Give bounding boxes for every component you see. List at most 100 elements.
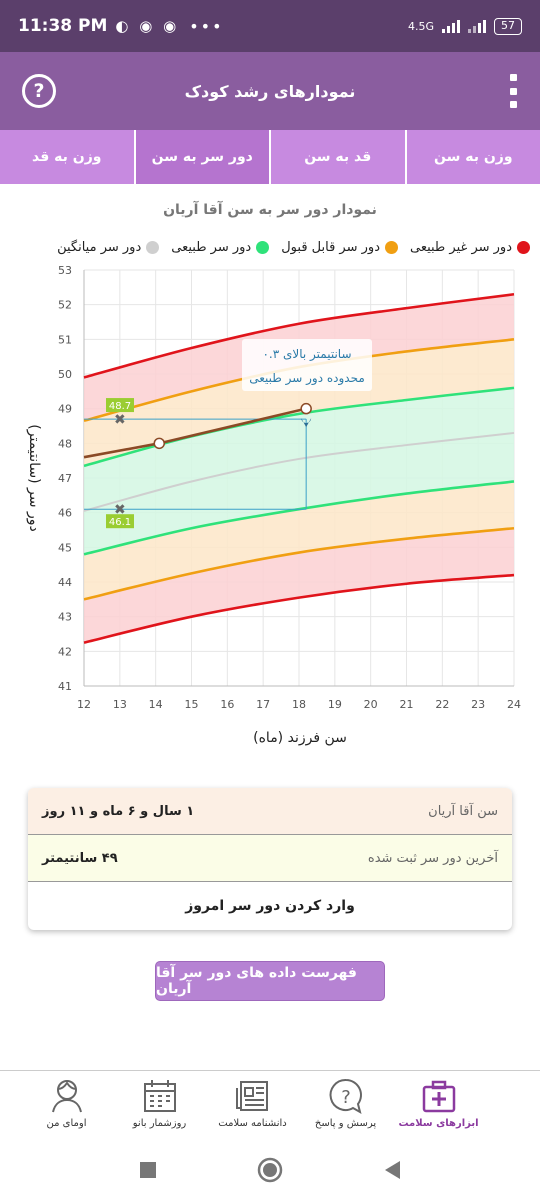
chart-legend: دور سر غیر طبیعی دور سر قابل قبول دور سر… <box>57 240 530 255</box>
nav-encyclopedia[interactable]: دانشنامه سلامت <box>208 1071 298 1138</box>
y-tick-label: 44 <box>58 576 72 589</box>
child-data-point <box>300 402 312 415</box>
crosshair-label-top: 48.7 <box>109 401 131 412</box>
last-measure-row: آخرین دور سر ثبت شده ۴۹ سانتیمتر <box>28 835 512 882</box>
crosshair-label-bottom: 46.1 <box>109 517 131 528</box>
last-measure-value: ۴۹ سانتیمتر <box>42 850 118 866</box>
nav-calendar[interactable]: روزشمار بانو <box>115 1071 205 1138</box>
x-axis-label: سن فرزند (ماه) <box>253 730 347 746</box>
crosshair-marker-icon: ✖ <box>114 502 126 518</box>
y-tick-label: 46 <box>58 507 72 520</box>
tab-weight-height[interactable]: وزن به قد <box>0 130 134 184</box>
x-tick-label: 14 <box>149 698 163 711</box>
question-bubble-icon: ? <box>329 1078 362 1115</box>
nav-label: دانشنامه سلامت <box>218 1118 287 1129</box>
nav-label: ابزارهای سلامت <box>398 1118 479 1129</box>
question-icon: ? <box>33 80 45 102</box>
legend-label: دور سر غیر طبیعی <box>409 240 512 255</box>
x-tick-label: 20 <box>364 698 378 711</box>
enter-today-button[interactable]: وارد کردن دور سر امروز <box>185 898 355 914</box>
legend-label: دور سر میانگین <box>57 240 142 255</box>
crosshair-marker-icon: ✖ <box>114 412 126 428</box>
x-tick-label: 22 <box>435 698 449 711</box>
current-point-marker-icon <box>301 418 312 428</box>
info-card: سن آقا آریان ۱ سال و ۶ ماه و ۱۱ روز آخری… <box>28 788 512 930</box>
y-tick-label: 51 <box>58 333 72 346</box>
age-value: ۱ سال و ۶ ماه و ۱۱ روز <box>42 803 195 819</box>
band-line-lower-abnormal <box>83 573 515 644</box>
band-fill <box>84 339 514 466</box>
tab-bar: وزن به سن قد به سن دور سر به سن وزن به ق… <box>0 130 540 184</box>
status-time: 11:38 PM <box>18 16 108 36</box>
crosshair-label-bg <box>106 514 134 529</box>
legend-item[interactable]: دور سر طبیعی <box>171 240 270 255</box>
bottom-nav: ابزارهای سلامت ? پرسش و پاسخ دانشنامه سل… <box>0 1070 540 1138</box>
svg-text:?: ? <box>341 1087 351 1108</box>
overflow-menu-icon[interactable] <box>508 74 518 108</box>
age-label: سن آقا آریان <box>428 803 498 819</box>
x-tick-label: 15 <box>185 698 199 711</box>
home-icon[interactable] <box>257 1157 283 1183</box>
band-line-upper-abnormal <box>83 292 515 379</box>
nav-health-tools[interactable]: ابزارهای سلامت <box>394 1071 484 1138</box>
legend-item[interactable]: دور سر غیر طبیعی <box>410 240 530 255</box>
legend-label: دور سر طبیعی <box>171 240 252 255</box>
x-tick-label: 12 <box>77 698 91 711</box>
annotation-bg <box>242 339 372 391</box>
nav-label: اومای من <box>46 1118 87 1129</box>
y-tick-label: 47 <box>58 472 72 485</box>
head-circumference-chart[interactable]: 12 13 14 15 16 17 18 19 20 21 22 23 24 41 42 43 44 45 46 47… <box>0 258 540 758</box>
x-tick-label: 23 <box>471 698 485 711</box>
y-tick-label: 43 <box>58 611 72 624</box>
notification-icons: ◐ ◉ ◉ <box>115 17 180 35</box>
annotation-line2: محدوده دور سر طبیعی <box>249 371 365 386</box>
y-tick-label: 45 <box>58 541 72 554</box>
legend-dot <box>146 241 160 254</box>
legend-item[interactable]: دور سر قابل قبول <box>281 240 398 255</box>
signal-2-icon <box>468 19 486 33</box>
newspaper-icon <box>235 1081 268 1111</box>
tab-height-age[interactable]: قد به سن <box>269 130 405 184</box>
annotation-line1: ۰.۳ سانتیمتر بالای <box>262 347 351 362</box>
child-data-point <box>153 437 165 450</box>
data-list-button[interactable]: فهرست داده های دور سر آقا آریان <box>155 961 385 1001</box>
x-tick-label: 19 <box>328 698 342 711</box>
y-tick-label: 50 <box>58 368 72 381</box>
x-tick-label: 16 <box>220 698 234 711</box>
x-tick-label: 17 <box>256 698 270 711</box>
y-tick-label: 42 <box>58 645 72 658</box>
signal-icon <box>442 19 460 33</box>
back-icon[interactable] <box>383 1160 401 1180</box>
legend-dot <box>517 241 530 254</box>
tab-head-age[interactable]: دور سر به سن <box>133 130 269 184</box>
x-tick-label: 13 <box>113 698 127 711</box>
band-fill <box>84 481 514 600</box>
x-tick-label: 24 <box>507 698 521 711</box>
y-tick-label: 41 <box>58 680 72 693</box>
y-axis-label: دور سر (سانتیمتر) <box>26 424 42 531</box>
tab-weight-age[interactable]: وزن به سن <box>404 130 540 184</box>
legend-item[interactable]: دور سر میانگین <box>57 240 160 255</box>
band-fill <box>84 528 514 643</box>
recents-icon[interactable] <box>139 1161 157 1179</box>
crosshair-label-bg <box>106 398 134 413</box>
nav-label: پرسش و پاسخ <box>314 1118 377 1129</box>
band-fill <box>84 387 514 555</box>
chart-title: نمودار دور سر به سن آقا آریان <box>163 202 377 218</box>
band-line-median <box>83 431 515 512</box>
legend-dot <box>256 241 270 254</box>
y-tick-label: 48 <box>58 437 72 450</box>
y-tick-label: 53 <box>58 264 72 277</box>
y-tick-label: 49 <box>58 403 72 416</box>
app-bar: ? نمودارهای رشد کودک <box>0 52 540 130</box>
more-notifications-icon: ••• <box>189 16 224 36</box>
legend-label: دور سر قابل قبول <box>281 240 380 255</box>
system-nav <box>0 1140 540 1200</box>
x-tick-label: 21 <box>400 698 414 711</box>
help-button[interactable]: ? <box>22 74 56 108</box>
medical-kit-icon <box>422 1080 455 1113</box>
app-title: نمودارهای رشد کودک <box>184 81 356 101</box>
nav-qa[interactable]: ? پرسش و پاسخ <box>301 1071 391 1138</box>
network-type: 4.5G <box>407 19 434 33</box>
nav-profile[interactable]: اومای من <box>22 1071 112 1138</box>
